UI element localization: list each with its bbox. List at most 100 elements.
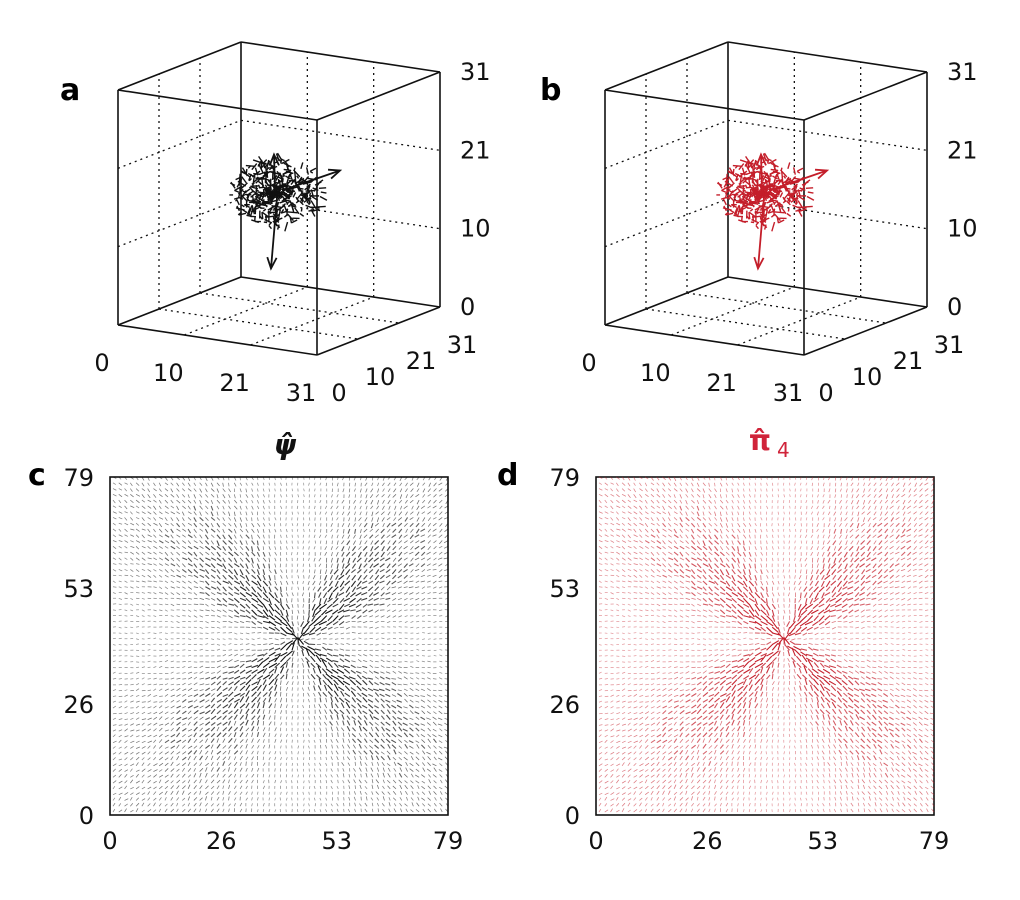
field-arrow — [633, 775, 638, 778]
field-arrow — [352, 749, 357, 755]
field-arrow — [433, 803, 437, 807]
field-arrow — [239, 808, 243, 813]
field-arrow — [428, 482, 432, 487]
field-arrow — [141, 746, 146, 749]
field-arrow — [644, 476, 649, 480]
field-arrow — [233, 494, 236, 499]
field-arrow — [112, 700, 117, 703]
field-arrow — [381, 494, 385, 498]
cluster-arrow — [296, 175, 300, 179]
field-arrow — [385, 574, 391, 579]
field-arrow — [285, 523, 287, 527]
field-arrow — [141, 632, 145, 634]
field-arrow — [308, 649, 316, 657]
field-arrow — [604, 712, 609, 715]
field-arrow — [398, 534, 403, 540]
field-arrow — [314, 528, 316, 533]
field-arrow — [375, 726, 380, 732]
field-arrow — [308, 620, 316, 628]
field-arrow — [239, 692, 246, 697]
field-arrow — [274, 662, 281, 669]
field-arrow — [356, 666, 362, 668]
field-arrow — [257, 668, 265, 674]
field-arrow — [421, 672, 425, 674]
field-arrow — [234, 615, 240, 618]
field-arrow — [118, 786, 123, 790]
field-arrow — [333, 683, 339, 691]
field-arrow — [311, 603, 316, 611]
field-arrow — [112, 580, 116, 583]
field-arrow — [437, 717, 443, 720]
field-arrow — [639, 609, 643, 612]
y-tick-label: 26 — [63, 691, 94, 719]
field-arrow — [432, 522, 437, 527]
cluster-arrow — [787, 193, 797, 200]
field-arrow — [141, 734, 146, 738]
field-arrow — [420, 574, 426, 578]
field-arrow — [358, 725, 362, 732]
field-arrow — [598, 499, 602, 504]
field-arrow — [274, 620, 282, 626]
field-arrow — [375, 615, 379, 618]
field-arrow — [216, 638, 221, 640]
field-arrow — [616, 609, 620, 612]
field-arrow — [135, 723, 141, 726]
field-arrow — [164, 638, 168, 640]
field-arrow — [130, 563, 134, 565]
field-arrow — [650, 739, 656, 744]
principal-arrow — [281, 169, 341, 192]
cluster-arrow — [754, 204, 764, 211]
field-arrow — [350, 609, 356, 612]
field-arrow — [604, 528, 608, 532]
field-arrow — [291, 650, 295, 657]
field-arrow — [147, 603, 151, 606]
field-arrow — [176, 511, 180, 515]
field-arrow — [324, 715, 328, 720]
field-arrow — [216, 743, 221, 749]
field-arrow — [285, 546, 288, 550]
field-arrow — [124, 592, 128, 595]
field-arrow — [263, 620, 271, 624]
field-arrow — [182, 557, 188, 561]
field-arrow — [421, 677, 426, 680]
field-arrow — [357, 621, 362, 623]
field-arrow — [251, 685, 258, 692]
field-arrow — [239, 755, 243, 761]
field-arrow — [381, 546, 385, 552]
field-arrow — [268, 476, 271, 480]
field-arrow — [639, 569, 643, 572]
field-arrow — [153, 797, 157, 801]
field-arrow — [285, 534, 288, 539]
field-arrow — [621, 751, 626, 755]
field-arrow — [262, 697, 267, 703]
field-arrow — [228, 563, 233, 569]
field-arrow — [228, 773, 232, 778]
field-arrow — [414, 722, 420, 726]
field-arrow — [228, 726, 233, 732]
field-arrow — [351, 716, 356, 721]
field-arrow — [153, 739, 157, 743]
field-arrow — [205, 721, 211, 726]
field-arrow — [112, 592, 116, 594]
field-arrow — [262, 505, 265, 510]
field-arrow — [354, 785, 356, 789]
field-arrow — [598, 482, 603, 485]
field-arrow — [257, 609, 263, 615]
field-arrow — [291, 762, 294, 766]
field-arrow — [403, 773, 408, 778]
field-arrow — [616, 522, 621, 526]
field-arrow — [627, 734, 632, 738]
field-arrow — [351, 655, 356, 657]
field-arrow — [621, 688, 626, 692]
field-arrow — [170, 522, 174, 527]
field-arrow — [251, 744, 255, 749]
field-arrow — [621, 705, 625, 709]
field-arrow — [280, 643, 288, 651]
field-arrow — [199, 557, 204, 563]
field-arrow — [644, 511, 649, 515]
field-arrow — [245, 727, 250, 732]
field-arrow — [141, 476, 145, 481]
field-arrow — [330, 739, 333, 743]
field-arrow — [233, 791, 238, 795]
field-arrow — [233, 750, 239, 755]
